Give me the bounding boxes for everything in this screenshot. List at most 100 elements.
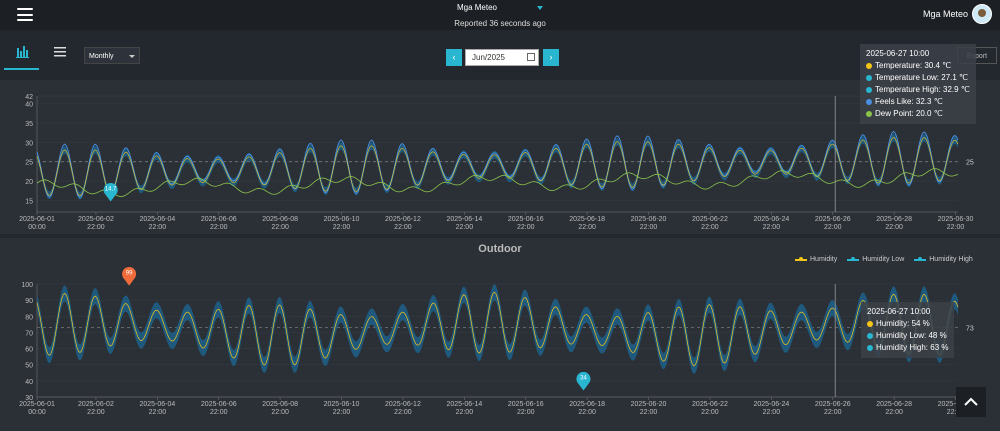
calendar-icon bbox=[527, 53, 535, 61]
x-tick-label: 2025-06-12 bbox=[385, 216, 421, 223]
legend-label: Humidity bbox=[810, 256, 838, 263]
x-tick-label: 22:00 bbox=[824, 224, 842, 231]
x-tick-label: 2025-06-01 bbox=[19, 216, 55, 223]
legend-swatch bbox=[847, 256, 860, 261]
x-tick-label: 2025-06-04 bbox=[139, 401, 175, 408]
x-tick-label: 22:00 bbox=[763, 224, 781, 231]
x-tick-label: 22:00 bbox=[149, 224, 167, 231]
legend-humidity-high[interactable]: Humidity High bbox=[914, 256, 973, 263]
temperature-tooltip: 2025-06-27 10:00 Temperature: 30.4 ℃ Tem… bbox=[860, 44, 976, 124]
x-tick-label: 2025-06-01 bbox=[19, 401, 55, 408]
x-tick-label: 22:00 bbox=[456, 409, 474, 416]
temperature-series bbox=[36, 136, 959, 197]
y-tick-label: 40 bbox=[25, 379, 33, 386]
feels-like-series bbox=[36, 130, 959, 199]
prev-month-button[interactable]: ‹ bbox=[446, 49, 462, 66]
series-range-band bbox=[37, 133, 958, 200]
min-marker-pin bbox=[103, 182, 118, 202]
average-label: 73 bbox=[966, 326, 974, 333]
x-tick-label: 2025-06-26 bbox=[815, 401, 851, 408]
scroll-top-button[interactable] bbox=[956, 387, 986, 417]
tab-chart[interactable] bbox=[4, 40, 39, 70]
month-picker[interactable]: Jun/2025 bbox=[465, 49, 539, 66]
legend-humidity-low[interactable]: Humidity Low bbox=[847, 256, 904, 263]
menu-icon[interactable] bbox=[17, 8, 33, 21]
humidity-legend: Humidity Humidity Low Humidity High bbox=[795, 256, 973, 263]
x-tick-label: 2025-06-10 bbox=[324, 216, 360, 223]
x-tick-label: 22:00 bbox=[394, 224, 412, 231]
x-tick-label: 2025-06-20 bbox=[631, 216, 667, 223]
period-value: Monthly bbox=[89, 53, 114, 60]
y-tick-label: 15 bbox=[25, 198, 33, 205]
y-tick-label: 70 bbox=[25, 330, 33, 337]
legend-swatch bbox=[914, 256, 927, 261]
chevron-down-icon bbox=[537, 5, 544, 10]
x-tick-label: 22:00 bbox=[640, 409, 658, 416]
tooltip-time: 2025-06-27 10:00 bbox=[867, 307, 931, 316]
x-tick-label: 22:00 bbox=[333, 224, 351, 231]
station-selector[interactable]: Mga Meteo bbox=[0, 3, 1000, 12]
next-month-button[interactable]: › bbox=[543, 49, 559, 66]
avatar[interactable] bbox=[972, 4, 992, 24]
x-tick-label: 22:00 bbox=[824, 409, 842, 416]
tooltip-row: Humidity: 54 % bbox=[867, 318, 948, 330]
average-label: 25 bbox=[966, 160, 974, 167]
tooltip-row: Humidity Low: 48 % bbox=[867, 330, 948, 342]
x-tick-label: 22:00 bbox=[210, 224, 228, 231]
y-tick-label: 80 bbox=[25, 314, 33, 321]
legend-humidity[interactable]: Humidity bbox=[795, 256, 837, 263]
temperature-chart[interactable]: 152025303540422025-06-0100:002025-06-022… bbox=[0, 78, 1000, 238]
x-tick-label: 22:00 bbox=[517, 224, 535, 231]
top-bar: Mga Meteo Reported 36 seconds ago Mga Me… bbox=[0, 0, 1000, 30]
tooltip-row: Temperature Low: 27.1 ℃ bbox=[866, 72, 970, 84]
max-marker: 99 bbox=[122, 267, 137, 286]
x-tick-label: 2025-06-14 bbox=[446, 401, 482, 408]
y-tick-label: 60 bbox=[25, 347, 33, 354]
user-menu[interactable]: Mga Meteo bbox=[923, 4, 992, 24]
humidity-series bbox=[36, 291, 959, 367]
reported-status: Reported 36 seconds ago bbox=[454, 19, 546, 28]
min-marker: 34 bbox=[576, 371, 591, 391]
month-value: Jun/2025 bbox=[472, 53, 505, 62]
temperature-panel bbox=[0, 80, 1000, 234]
max-marker-pin bbox=[122, 267, 137, 286]
x-tick-label: 2025-06-24 bbox=[753, 401, 789, 408]
x-tick-label: 22:00 bbox=[578, 224, 596, 231]
y-tick-label: 100 bbox=[21, 282, 33, 289]
y-tick-label: 42 bbox=[25, 94, 33, 101]
x-tick-label: 2025-06-02 bbox=[78, 401, 114, 408]
y-tick-label: 30 bbox=[25, 140, 33, 147]
tooltip-row: Temperature: 30.4 ℃ bbox=[866, 60, 970, 72]
dew-point-series bbox=[36, 168, 959, 197]
x-tick-label: 2025-06-14 bbox=[446, 216, 482, 223]
y-tick-label: 25 bbox=[25, 160, 33, 167]
tooltip-time: 2025-06-27 10:00 bbox=[866, 49, 930, 58]
x-tick-label: 22:00 bbox=[640, 224, 658, 231]
x-tick-label: 22:00 bbox=[456, 224, 474, 231]
x-tick-label: 22:00 bbox=[701, 409, 719, 416]
x-tick-label: 2025-06-02 bbox=[78, 216, 114, 223]
x-tick-label: 00:00 bbox=[28, 409, 46, 416]
tab-list[interactable] bbox=[43, 40, 78, 68]
period-select[interactable]: Monthly bbox=[84, 47, 140, 64]
x-tick-label: 2025-06-24 bbox=[753, 216, 789, 223]
legend-swatch bbox=[795, 256, 807, 261]
min-marker-label: 14.7 bbox=[105, 187, 117, 193]
x-tick-label: 22:00 bbox=[87, 224, 105, 231]
x-tick-label: 2025-06-22 bbox=[692, 216, 728, 223]
min-marker-pin bbox=[576, 371, 591, 391]
chevron-down-icon bbox=[129, 55, 135, 58]
x-tick-label: 00:00 bbox=[28, 224, 46, 231]
x-tick-label: 22:00 bbox=[763, 409, 781, 416]
x-tick-label: 2025-06-08 bbox=[262, 401, 298, 408]
x-tick-label: 2025-06-08 bbox=[262, 216, 298, 223]
x-tick-label: 22:00 bbox=[701, 224, 719, 231]
x-tick-label: 2025-06-18 bbox=[569, 401, 605, 408]
y-tick-label: 30 bbox=[25, 395, 33, 402]
y-tick-label: 50 bbox=[25, 363, 33, 370]
x-tick-label: 2025-06-06 bbox=[201, 401, 237, 408]
min-marker: 14.7 bbox=[103, 182, 118, 202]
station-name: Mga Meteo bbox=[456, 3, 498, 12]
x-tick-label: 22:00 bbox=[87, 409, 105, 416]
